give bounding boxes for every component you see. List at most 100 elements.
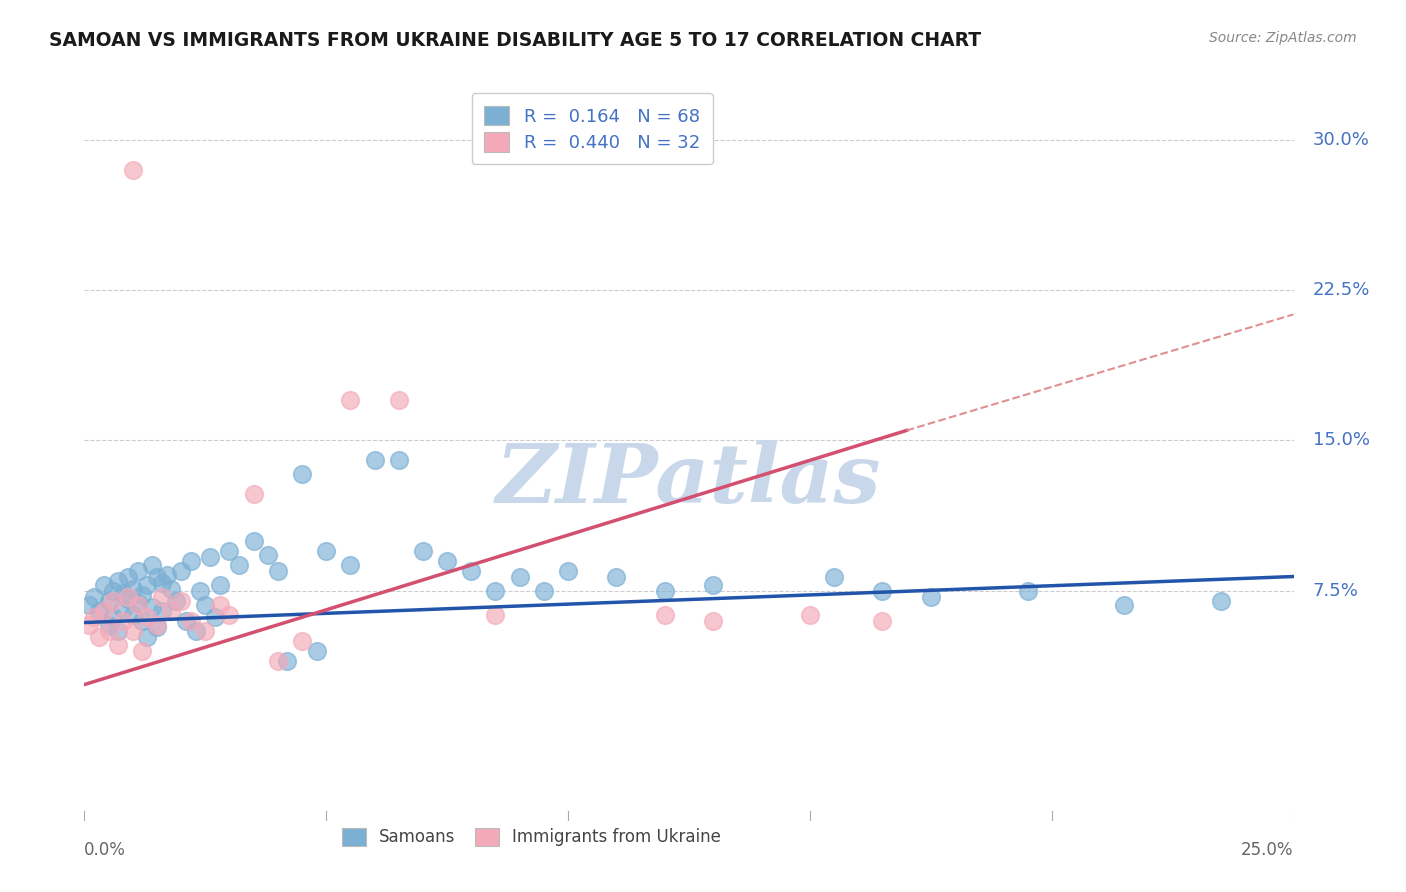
Point — [131, 588, 153, 602]
Point — [267, 654, 290, 668]
Point — [291, 467, 314, 482]
Point — [509, 569, 531, 583]
Point — [218, 543, 240, 558]
Point — [799, 607, 821, 622]
Point — [121, 607, 143, 622]
Point — [160, 603, 183, 617]
Point — [204, 609, 226, 624]
Point — [141, 558, 163, 572]
Point — [436, 553, 458, 567]
Point — [702, 577, 724, 591]
Point — [136, 630, 159, 644]
Point — [93, 577, 115, 591]
Point — [103, 609, 125, 624]
Point — [117, 590, 139, 604]
Point — [112, 614, 135, 628]
Point — [131, 643, 153, 657]
Point — [184, 624, 207, 638]
Point — [218, 607, 240, 622]
Point — [388, 453, 411, 467]
Point — [97, 593, 120, 607]
Point — [872, 583, 894, 598]
Point — [83, 609, 105, 624]
Point — [194, 598, 217, 612]
Point — [339, 558, 361, 572]
Point — [165, 593, 187, 607]
Point — [117, 591, 139, 606]
Point — [363, 453, 385, 467]
Point — [190, 583, 212, 598]
Point — [1017, 583, 1039, 598]
Point — [412, 543, 434, 558]
Point — [93, 603, 115, 617]
Text: Source: ZipAtlas.com: Source: ZipAtlas.com — [1209, 31, 1357, 45]
Legend: Samoans, Immigrants from Ukraine: Samoans, Immigrants from Ukraine — [336, 821, 728, 853]
Text: ZIPatlas: ZIPatlas — [496, 440, 882, 520]
Point — [460, 564, 482, 578]
Point — [267, 564, 290, 578]
Point — [291, 633, 314, 648]
Point — [276, 654, 298, 668]
Point — [605, 569, 627, 583]
Point — [121, 582, 143, 596]
Point — [208, 577, 231, 591]
Point — [484, 607, 506, 622]
Point — [228, 558, 250, 572]
Point — [97, 624, 120, 638]
Point — [77, 598, 100, 612]
Point — [141, 599, 163, 614]
Point — [242, 487, 264, 501]
Point — [557, 564, 579, 578]
Text: 15.0%: 15.0% — [1313, 432, 1369, 450]
Point — [83, 590, 105, 604]
Point — [160, 582, 183, 596]
Text: 0.0%: 0.0% — [84, 840, 127, 859]
Point — [103, 593, 125, 607]
Point — [242, 533, 264, 548]
Point — [823, 569, 845, 583]
Point — [920, 590, 942, 604]
Point — [1209, 593, 1232, 607]
Point — [136, 577, 159, 591]
Point — [194, 624, 217, 638]
Point — [305, 643, 328, 657]
Point — [208, 598, 231, 612]
Point — [150, 575, 173, 590]
Point — [1114, 598, 1136, 612]
Point — [180, 553, 202, 567]
Point — [150, 590, 173, 604]
Point — [87, 630, 110, 644]
Point — [131, 614, 153, 628]
Point — [174, 614, 197, 628]
Point — [77, 617, 100, 632]
Point — [121, 163, 143, 178]
Point — [146, 619, 169, 633]
Point — [257, 548, 280, 562]
Point — [127, 595, 149, 609]
Point — [121, 624, 143, 638]
Point — [107, 638, 129, 652]
Point — [533, 583, 555, 598]
Point — [198, 549, 221, 564]
Point — [87, 603, 110, 617]
Point — [112, 585, 135, 599]
Point — [107, 624, 129, 638]
Point — [170, 564, 193, 578]
Text: 22.5%: 22.5% — [1313, 281, 1371, 300]
Point — [107, 574, 129, 588]
Point — [702, 614, 724, 628]
Text: 7.5%: 7.5% — [1313, 582, 1358, 599]
Point — [484, 583, 506, 598]
Point — [127, 564, 149, 578]
Point — [112, 601, 135, 615]
Point — [315, 543, 337, 558]
Point — [146, 569, 169, 583]
Point — [155, 567, 177, 582]
Point — [180, 614, 202, 628]
Text: SAMOAN VS IMMIGRANTS FROM UKRAINE DISABILITY AGE 5 TO 17 CORRELATION CHART: SAMOAN VS IMMIGRANTS FROM UKRAINE DISABI… — [49, 31, 981, 50]
Point — [170, 593, 193, 607]
Point — [136, 609, 159, 624]
Point — [654, 607, 676, 622]
Point — [339, 393, 361, 408]
Point — [127, 598, 149, 612]
